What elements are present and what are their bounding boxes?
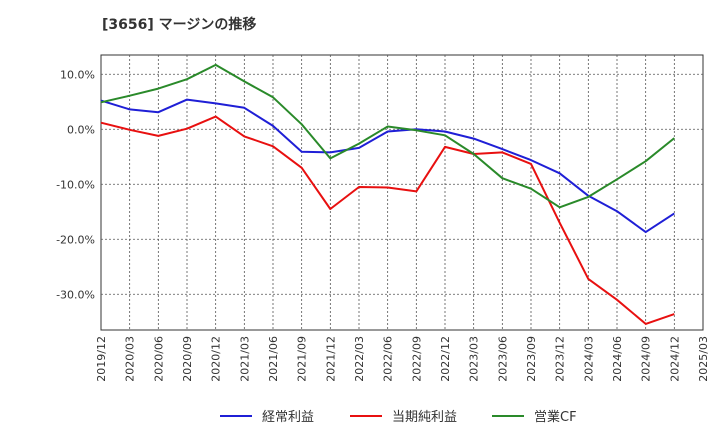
x-tick-label: 2019/12 [95,336,108,382]
y-tick-label: -30.0% [56,288,95,301]
y-tick-label: 0.0% [67,123,95,136]
series-line-営業CF [100,63,675,209]
y-tick-label: 10.0% [60,68,95,81]
x-tick-label: 2022/06 [382,336,395,382]
series-lines [100,63,675,325]
x-tick-label: 2020/03 [124,336,137,382]
y-tick-label: -20.0% [56,233,95,246]
x-tick-label: 2024/12 [668,336,681,382]
x-tick-label: 2024/06 [611,336,624,382]
x-tick-label: 2024/09 [640,336,653,382]
legend-label: 営業CF [534,409,577,425]
x-tick-label: 2024/03 [582,336,595,382]
legend-label: 経常利益 [262,410,314,425]
x-tick-label: 2025/03 [697,336,710,382]
legend-label: 当期純利益 [392,410,457,425]
x-tick-label: 2021/12 [324,336,337,382]
x-tick-label: 2022/09 [410,336,423,382]
grid-lines [101,55,703,330]
x-tick-label: 2023/09 [525,336,538,382]
legend: 経常利益 当期純利益 営業CF [220,409,577,425]
y-axis-tick-labels: 10.0% 0.0% -10.0% -20.0% -30.0% [56,68,95,301]
plot-area [100,54,704,331]
x-tick-label: 2022/12 [439,336,452,382]
x-tick-label: 2022/03 [353,336,366,382]
chart-title: [3656] マージンの推移 [102,17,257,33]
x-tick-label: 2020/12 [210,336,223,382]
y-tick-label: -10.0% [56,178,95,191]
x-tick-label: 2020/09 [181,336,194,382]
x-tick-label: 2023/12 [554,336,567,382]
series-line-当期純利益 [100,115,675,325]
x-axis-tick-labels: 2019/12 2020/03 2020/06 2020/09 2020/12 2021/… [95,336,710,382]
x-tick-label: 2021/06 [267,336,280,382]
x-tick-label: 2020/06 [152,336,165,382]
x-tick-label: 2021/09 [296,336,309,382]
x-tick-label: 2023/06 [496,336,509,382]
x-tick-label: 2021/03 [238,336,251,382]
x-tick-label: 2023/03 [468,336,481,382]
series-line-経常利益 [100,98,675,234]
